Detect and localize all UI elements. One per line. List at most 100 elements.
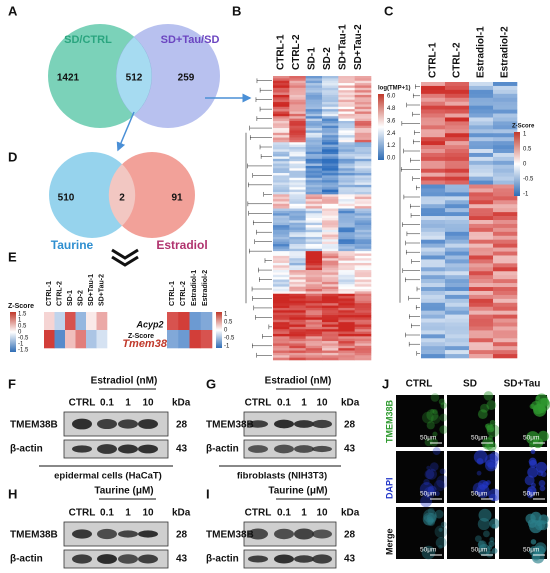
heatmap-cell bbox=[273, 291, 290, 295]
heatmap-cell bbox=[493, 212, 518, 217]
heatmap-cell bbox=[469, 287, 494, 292]
column-label: SD-1 bbox=[67, 290, 74, 306]
colorbar bbox=[514, 132, 520, 196]
micrograph-signal bbox=[488, 540, 495, 547]
heatmap-cell bbox=[445, 318, 470, 323]
heatmap-cell bbox=[289, 156, 306, 160]
heatmap-cell bbox=[305, 130, 323, 134]
heatmap-cell bbox=[322, 144, 339, 148]
heatmap-cell bbox=[493, 267, 518, 272]
count: 259 bbox=[178, 73, 195, 84]
heatmap-cell bbox=[322, 348, 339, 351]
heatmap-cell bbox=[273, 300, 290, 304]
kda: 43 bbox=[344, 444, 356, 455]
heatmap-cell bbox=[305, 85, 323, 89]
scale-tick: 0 bbox=[18, 330, 22, 336]
heatmap-cell bbox=[273, 135, 290, 138]
heatmap-cell bbox=[421, 330, 446, 335]
heatmap-cell bbox=[305, 189, 323, 193]
heatmap-cell bbox=[322, 111, 339, 115]
heatmap-cell bbox=[65, 330, 76, 349]
heatmap-cell bbox=[421, 152, 446, 158]
heatmap-cell bbox=[421, 85, 446, 91]
heatmap-cell bbox=[354, 187, 372, 190]
heatmap-cell bbox=[273, 76, 290, 79]
heatmap-cell bbox=[421, 125, 446, 130]
heatmap-cell bbox=[469, 235, 494, 241]
heatmap-cell bbox=[322, 310, 339, 313]
heatmap-cell bbox=[289, 350, 306, 354]
band bbox=[72, 418, 92, 430]
heatmap-cell bbox=[273, 232, 290, 235]
heatmap-cell bbox=[338, 213, 355, 216]
heatmap-cell bbox=[305, 109, 323, 112]
heatmap-cell bbox=[289, 78, 306, 82]
heatmap-cell bbox=[354, 118, 372, 122]
heatmap-cell bbox=[421, 156, 446, 162]
heatmap-cell bbox=[469, 196, 494, 201]
heatmap-cell bbox=[273, 298, 290, 302]
heatmap-cell bbox=[305, 229, 323, 233]
heatmap-cell bbox=[445, 251, 470, 256]
heatmap-cell bbox=[493, 137, 518, 142]
heatmap-cell bbox=[305, 305, 323, 309]
heatmap-cell bbox=[421, 271, 446, 276]
heatmap-cell bbox=[322, 206, 339, 209]
heatmap-cell bbox=[273, 87, 290, 91]
heatmap-cell bbox=[493, 227, 518, 233]
set-label: Taurine bbox=[51, 238, 94, 252]
heatmap-cell bbox=[305, 87, 323, 91]
heatmap-cell bbox=[354, 279, 372, 283]
heatmap-cell bbox=[421, 334, 446, 339]
heatmap-cell bbox=[289, 87, 306, 91]
heatmap-cell bbox=[305, 315, 323, 318]
heatmap-cell bbox=[493, 168, 518, 173]
heatmap-cell bbox=[469, 121, 494, 126]
heatmap-cell bbox=[469, 330, 494, 335]
heatmap-cell bbox=[421, 89, 446, 95]
heatmap-cell bbox=[354, 319, 372, 323]
micrograph-signal bbox=[477, 409, 488, 420]
heatmap-cell bbox=[305, 336, 323, 339]
heatmap-cell bbox=[273, 144, 290, 148]
heatmap-cell bbox=[445, 267, 470, 272]
heatmap-cell bbox=[305, 125, 323, 129]
heatmap-cell bbox=[338, 277, 355, 280]
heatmap-cell bbox=[305, 199, 323, 202]
heatmap-cell bbox=[305, 298, 323, 302]
band bbox=[248, 420, 268, 428]
heatmap-cell bbox=[338, 355, 355, 358]
heatmap-cell bbox=[305, 222, 323, 226]
heatmap-cell bbox=[273, 241, 290, 245]
heatmap-cell bbox=[273, 286, 290, 290]
scale-tick: -1 bbox=[18, 342, 24, 348]
unit: kDa bbox=[172, 508, 191, 519]
heatmap-cell bbox=[338, 210, 355, 214]
heatmap-cell bbox=[338, 286, 355, 290]
heatmap-cell bbox=[289, 265, 306, 268]
heatmap-cell bbox=[338, 345, 355, 349]
micrograph-signal bbox=[526, 491, 534, 499]
heatmap-cell bbox=[421, 263, 446, 268]
heatmap-cell bbox=[354, 253, 372, 257]
heatmap-cell bbox=[322, 99, 339, 103]
heatmap-cell bbox=[338, 142, 355, 145]
heatmap-cell bbox=[273, 201, 290, 205]
heatmap-cell bbox=[273, 111, 290, 115]
heatmap-cell bbox=[322, 154, 339, 157]
heatmap-cell bbox=[289, 248, 306, 252]
heatmap-cell bbox=[273, 165, 290, 169]
heatmap-cell bbox=[493, 302, 518, 308]
heatmap-cell bbox=[273, 319, 290, 323]
heatmap-cell bbox=[289, 277, 306, 280]
heatmap-cell bbox=[469, 85, 494, 91]
heatmap-cell bbox=[445, 220, 470, 225]
heatmap-cell bbox=[354, 180, 372, 183]
heatmap-cell bbox=[338, 215, 355, 219]
heatmap-cell bbox=[445, 227, 470, 233]
heatmap-cell bbox=[493, 251, 518, 256]
heatmap-cell bbox=[273, 80, 290, 84]
heatmap-cell bbox=[493, 338, 518, 343]
micrograph-signal bbox=[489, 451, 500, 462]
heatmap-cell bbox=[469, 156, 494, 162]
